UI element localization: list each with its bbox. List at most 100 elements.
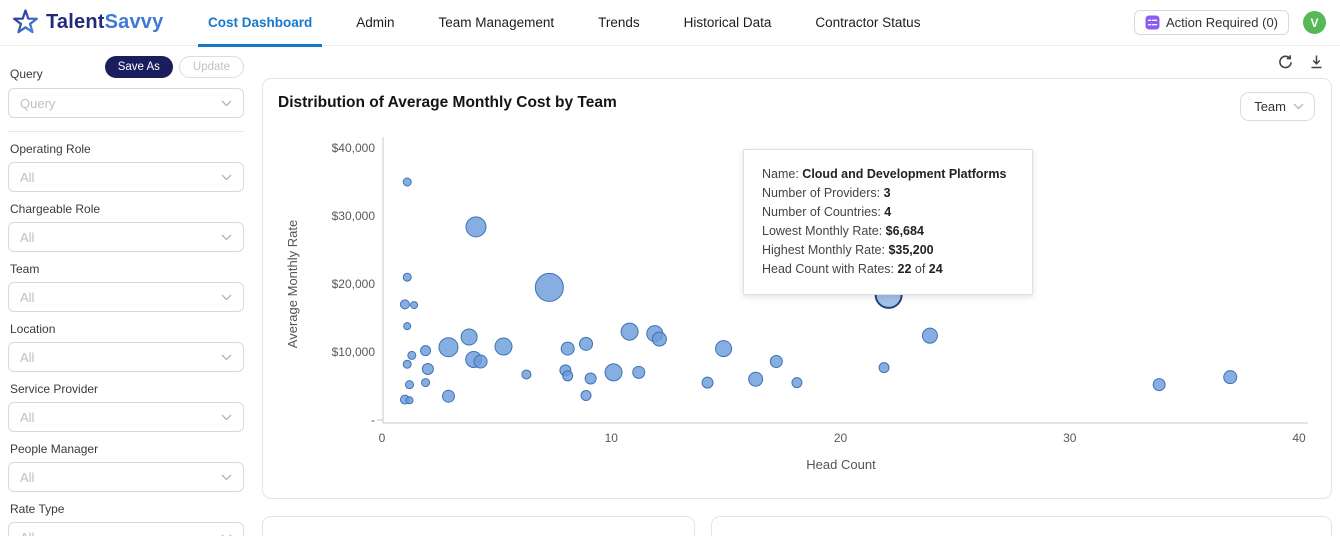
filter-sidebar: Query Save As Update Query Operating Rol… <box>0 46 252 536</box>
top-header: TalentSavvy Cost Dashboard Admin Team Mana… <box>0 0 1340 47</box>
update-button[interactable]: Update <box>178 56 244 78</box>
brand-logo[interactable]: TalentSavvy <box>12 9 172 36</box>
query-select-value: Query <box>20 95 56 111</box>
bubble[interactable] <box>791 377 803 389</box>
filter-select-team[interactable]: All <box>8 282 244 312</box>
tooltip-row: Name: Cloud and Development Platforms <box>762 167 1007 181</box>
brand-name: TalentSavvy <box>46 11 164 33</box>
star-logo-icon <box>12 9 39 36</box>
query-label: Query <box>10 67 43 81</box>
group-by-select[interactable]: Team <box>1240 92 1315 121</box>
download-icon[interactable] <box>1309 54 1324 70</box>
chevron-down-icon <box>221 100 232 107</box>
bubble[interactable] <box>1223 370 1238 385</box>
bubble[interactable] <box>748 371 764 387</box>
bubble[interactable] <box>460 328 478 346</box>
bubble[interactable] <box>410 301 419 310</box>
save-as-button[interactable]: Save As <box>104 56 173 78</box>
filter-select-service-provider[interactable]: All <box>8 402 244 432</box>
bubble[interactable] <box>560 341 575 356</box>
x-tick-label: 30 <box>1063 431 1077 445</box>
card-partial-left <box>262 516 695 536</box>
bubble[interactable] <box>399 299 410 310</box>
filter-label-people-manager: People Manager <box>10 442 99 456</box>
bubble[interactable] <box>521 369 532 380</box>
bubble[interactable] <box>441 389 455 403</box>
user-avatar[interactable]: V <box>1303 11 1326 34</box>
action-required-label: Action Required (0) <box>1166 15 1278 30</box>
filter-label-service-provider: Service Provider <box>10 382 99 396</box>
bubble[interactable] <box>878 362 890 374</box>
action-required-button[interactable]: Action Required (0) <box>1134 10 1289 35</box>
filter-select-chargeable-role[interactable]: All <box>8 222 244 252</box>
bubble[interactable] <box>534 272 564 302</box>
nav-item-team-management[interactable]: Team Management <box>438 15 555 30</box>
bubble[interactable] <box>402 359 412 369</box>
filter-value-rate-type: All <box>20 530 34 536</box>
main-nav: Cost Dashboard Admin Team Management Trends… <box>186 0 942 47</box>
nav-item-trends[interactable]: Trends <box>598 15 640 30</box>
bubble[interactable] <box>402 272 412 282</box>
tooltip-row: Lowest Monthly Rate: $6,684 <box>762 224 924 238</box>
bubble[interactable] <box>769 355 783 369</box>
bubble[interactable] <box>438 337 459 358</box>
filter-label-operating-role: Operating Role <box>10 142 91 156</box>
nav-item-admin[interactable]: Admin <box>356 15 395 30</box>
filter-value-team: All <box>20 289 35 305</box>
filter-value-operating-role: All <box>20 169 35 185</box>
chevron-down-icon <box>221 174 232 181</box>
bubble[interactable] <box>403 322 412 331</box>
bubble[interactable] <box>580 390 592 402</box>
bubble[interactable] <box>405 380 415 390</box>
bubble[interactable] <box>604 363 623 382</box>
bubble[interactable] <box>421 378 431 388</box>
bubble[interactable] <box>421 363 434 375</box>
tooltip-row: Number of Providers: 3 <box>762 186 891 200</box>
bubble[interactable] <box>651 331 667 347</box>
bubble[interactable] <box>407 350 417 360</box>
filter-list: Operating Role All Chargeable Role All Team A… <box>8 142 244 536</box>
bubble-chart: $40,000 $30,000 $20,000 $10,000 -0 10 20 30 40 He… <box>285 137 1308 472</box>
filter-select-rate-type[interactable]: All <box>8 522 244 536</box>
bubble[interactable] <box>405 396 414 405</box>
tooltip-row: Head Count with Rates: 22 of 24 <box>762 262 943 276</box>
filter-select-people-manager[interactable]: All <box>8 462 244 492</box>
refresh-icon[interactable] <box>1277 54 1294 71</box>
main-content: Distribution of Average Monthly Cost by … <box>252 46 1340 536</box>
bubble[interactable] <box>402 177 412 187</box>
bubble[interactable] <box>579 336 594 351</box>
query-select[interactable]: Query <box>8 88 244 118</box>
bubble[interactable] <box>921 327 938 344</box>
bubble[interactable] <box>620 322 639 341</box>
y-tick-label: $40,000 <box>332 141 376 155</box>
group-by-value: Team <box>1254 99 1286 114</box>
x-tick-label: 10 <box>605 431 619 445</box>
bubble[interactable] <box>632 365 646 379</box>
bubble[interactable] <box>465 216 487 238</box>
chevron-down-icon <box>221 474 232 481</box>
x-tick-label: 0 <box>379 431 386 445</box>
chevron-down-icon <box>221 234 232 241</box>
bubble[interactable] <box>715 340 733 358</box>
filter-select-location[interactable]: All <box>8 342 244 372</box>
bubble[interactable] <box>420 345 432 357</box>
chevron-down-icon <box>221 294 232 301</box>
bubble[interactable] <box>701 376 714 389</box>
filter-select-operating-role[interactable]: All <box>8 162 244 192</box>
filter-value-people-manager: All <box>20 469 35 485</box>
chart-card: Distribution of Average Monthly Cost by … <box>262 78 1332 499</box>
filter-label-location: Location <box>10 322 56 336</box>
bubble[interactable] <box>494 337 513 356</box>
bubble[interactable] <box>562 370 574 382</box>
bubble[interactable] <box>584 372 597 385</box>
x-axis-title: Head Count <box>806 457 876 472</box>
nav-item-contractor-status[interactable]: Contractor Status <box>815 15 921 30</box>
bubble[interactable] <box>1152 378 1166 392</box>
y-tick-label: - <box>371 413 375 427</box>
bubble[interactable] <box>473 354 488 369</box>
nav-item-cost-dashboard[interactable]: Cost Dashboard <box>186 0 334 47</box>
sidebar-divider <box>8 131 244 132</box>
nav-item-historical-data[interactable]: Historical Data <box>683 15 772 30</box>
y-tick-label: $30,000 <box>332 209 376 223</box>
tooltip-row: Number of Countries: 4 <box>762 205 892 219</box>
